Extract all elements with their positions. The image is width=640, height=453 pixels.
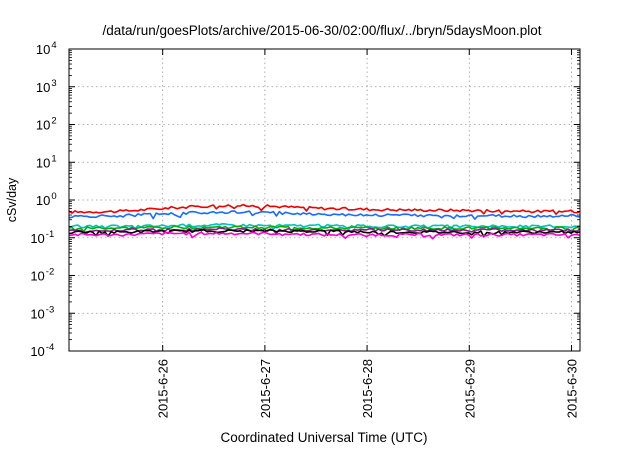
- y-tick-label: 102: [36, 116, 57, 133]
- chart-title: /data/run/goesPlots/archive/2015-06-30/0…: [102, 23, 541, 38]
- y-tick-label: 100: [36, 191, 57, 208]
- y-tick-label-exponent: -1: [46, 229, 54, 240]
- x-tick-label: 2015-6-28: [360, 359, 375, 418]
- x-tick-label: 2015-6-30: [564, 359, 579, 418]
- series-group: [68, 203, 581, 240]
- y-tick-label-exponent: -4: [46, 342, 54, 353]
- y-tick-label: 104: [36, 40, 57, 57]
- x-tick-label: 2015-6-27: [258, 359, 273, 418]
- series-line: [68, 210, 581, 220]
- y-tick-label-base: 10: [30, 269, 44, 284]
- y-tick-label-base: 10: [30, 231, 44, 246]
- series-line: [68, 229, 581, 238]
- x-tick-label: 2015-6-26: [156, 359, 171, 418]
- x-tick-label: 2015-6-29: [462, 359, 477, 418]
- x-axis-label: Coordinated Universal Time (UTC): [220, 430, 427, 445]
- y-tick-label-base: 10: [36, 155, 50, 170]
- y-tick-label-base: 10: [36, 118, 50, 133]
- y-tick-label: 101: [36, 153, 57, 170]
- y-tick-label-exponent: 1: [51, 153, 56, 164]
- y-tick-label-exponent: 3: [51, 78, 56, 89]
- y-tick-label: 103: [36, 78, 57, 95]
- series-line: [68, 203, 581, 215]
- y-tick-label: 10-1: [30, 229, 54, 246]
- series-line: [68, 225, 581, 234]
- y-tick-label: 10-2: [30, 267, 54, 284]
- y-tick-label-exponent: -2: [46, 267, 54, 278]
- y-tick-label-base: 10: [36, 193, 50, 208]
- x-axis: 2015-6-26 2015-6-27 2015-6-28 2015-6-29 2015…: [156, 49, 579, 418]
- y-tick-label-exponent: 4: [51, 40, 56, 51]
- y-tick-label-base: 10: [36, 42, 50, 57]
- series-line: [68, 231, 581, 240]
- y-tick-label-base: 10: [36, 80, 50, 95]
- y-tick-label-exponent: -3: [46, 304, 54, 315]
- y-tick-label: 10-4: [30, 342, 54, 359]
- y-tick-label-exponent: 2: [51, 116, 56, 127]
- y-tick-label-base: 10: [30, 306, 44, 321]
- y-tick-label-base: 10: [30, 344, 44, 359]
- y-axis-label: cSv/day: [5, 177, 19, 222]
- y-tick-label-exponent: 0: [51, 191, 56, 202]
- grid: [69, 49, 580, 351]
- y-tick-label: 10-3: [30, 304, 54, 321]
